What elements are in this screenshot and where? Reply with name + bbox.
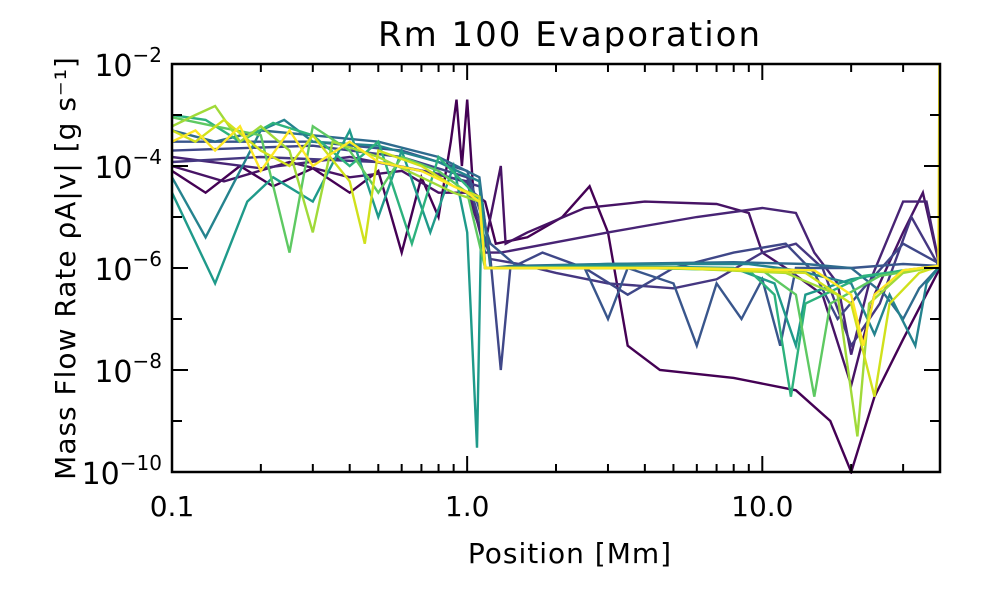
y-tick-label: 10−10: [82, 451, 162, 492]
series-line-12: [172, 118, 940, 397]
x-tick-label: 0.1: [150, 490, 195, 523]
y-tick-label: 10−6: [94, 247, 162, 288]
x-tick-label: 10.0: [731, 490, 793, 523]
axes-layer: 0.1 1.0 10.0 10−2 10−4 10−6 10−8 10−10: [82, 43, 942, 523]
chart-title: Rm 100 Evaporation: [378, 15, 762, 55]
series-line-11: [172, 104, 940, 437]
series-line-7: [172, 118, 940, 350]
series-line-9: [172, 113, 940, 397]
series-line-13: [172, 63, 940, 346]
y-axis-label: Mass Flow Rate ρA|v| [g s⁻¹]: [49, 56, 82, 480]
series-line-1: [172, 160, 940, 390]
y-tick-label: 10−8: [94, 349, 162, 390]
x-tick-label: 1.0: [445, 490, 490, 523]
x-axis-label: Position [Mm]: [468, 537, 672, 570]
series-layer: [172, 63, 940, 474]
y-tick-label: 10−2: [94, 43, 162, 84]
series-line-10: [172, 116, 940, 397]
y-tick-label: 10−4: [94, 145, 162, 186]
